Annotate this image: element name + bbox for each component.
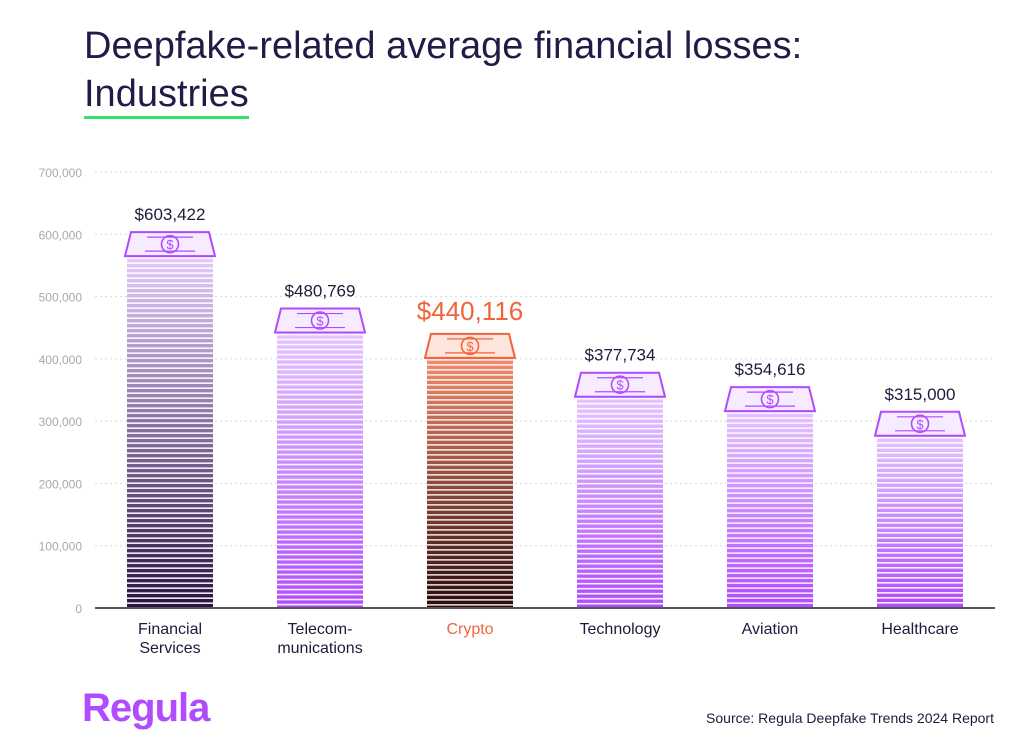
dollar-banknote-icon: $ xyxy=(723,386,817,413)
bar xyxy=(127,254,213,608)
svg-text:$: $ xyxy=(766,392,774,407)
dollar-banknote-icon: $ xyxy=(873,410,967,437)
y-tick-label: 600,000 xyxy=(39,228,83,242)
x-tick-label: Crypto xyxy=(446,621,493,638)
bar xyxy=(577,394,663,608)
x-tick-label: munications xyxy=(277,640,362,657)
svg-text:$: $ xyxy=(166,237,174,252)
x-tick-label: Healthcare xyxy=(881,621,958,638)
svg-text:$: $ xyxy=(616,378,624,393)
y-tick-label: 400,000 xyxy=(39,353,83,367)
x-tick-label: Services xyxy=(139,640,200,657)
bar-stripes xyxy=(277,333,363,606)
data-label: $440,116 xyxy=(417,296,524,326)
data-label: $480,769 xyxy=(285,282,356,301)
data-label: $354,616 xyxy=(735,360,806,379)
y-tick-label: 0 xyxy=(75,602,82,616)
y-tick-label: 700,000 xyxy=(39,166,83,180)
y-tick-label: 100,000 xyxy=(39,540,83,554)
data-label: $603,422 xyxy=(135,205,206,224)
source-note: Source: Regula Deepfake Trends 2024 Repo… xyxy=(706,710,994,726)
y-tick-label: 200,000 xyxy=(39,477,83,491)
chart-title: Deepfake-related average financial losse… xyxy=(84,22,984,119)
regula-logo: Regula xyxy=(82,686,210,730)
bar xyxy=(427,355,513,608)
data-label: $377,734 xyxy=(585,346,656,365)
x-tick-label: Telecom- xyxy=(288,621,353,638)
bar-stripes xyxy=(577,397,663,605)
svg-text:$: $ xyxy=(916,417,924,432)
dollar-banknote-icon: $ xyxy=(423,332,517,359)
data-label: $315,000 xyxy=(885,385,956,404)
svg-text:$: $ xyxy=(466,339,474,354)
bar-stripes xyxy=(127,257,213,604)
svg-text:$: $ xyxy=(316,314,324,329)
bar-stripes xyxy=(427,359,513,606)
chart-title-line-1: Deepfake-related average financial losse… xyxy=(84,25,803,67)
dollar-banknote-icon: $ xyxy=(123,231,217,258)
bar-stripes xyxy=(727,412,813,604)
bar-chart: 0 100,000 200,000 300,000 400,000 500,000 600,… xyxy=(39,166,995,657)
x-tick-label: Aviation xyxy=(742,621,799,638)
chart-title-line-2: Industries xyxy=(84,74,249,119)
x-tick-label: Technology xyxy=(580,621,661,638)
y-tick-label: 300,000 xyxy=(39,415,83,429)
bar xyxy=(877,433,963,608)
dollar-banknote-icon: $ xyxy=(273,307,367,334)
x-tick-label: Financial xyxy=(138,621,202,638)
bar-stripes xyxy=(877,436,963,604)
dollar-banknote-icon: $ xyxy=(573,371,667,398)
y-tick-label: 500,000 xyxy=(39,291,83,305)
